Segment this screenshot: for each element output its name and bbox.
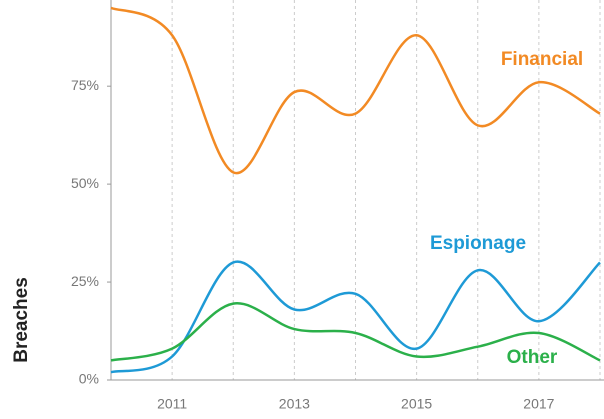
x-tick-label: 2015 (401, 396, 432, 412)
series-label: Espionage (430, 233, 526, 254)
series-label: Financial (501, 49, 583, 70)
series-line (110, 6, 601, 175)
y-tick-label: 75% (71, 77, 99, 93)
x-tick-label: 2017 (523, 396, 554, 412)
x-tick-label: 2011 (157, 396, 187, 412)
y-tick-label: 50% (71, 175, 99, 191)
series-line (110, 260, 601, 374)
x-tick-label: 2013 (279, 396, 310, 412)
series-line (110, 302, 601, 362)
series-label: Other (507, 347, 558, 368)
y-tick-label: 25% (71, 273, 99, 289)
y-axis-label: Breaches (11, 277, 32, 363)
y-tick-label: 0% (79, 371, 99, 387)
